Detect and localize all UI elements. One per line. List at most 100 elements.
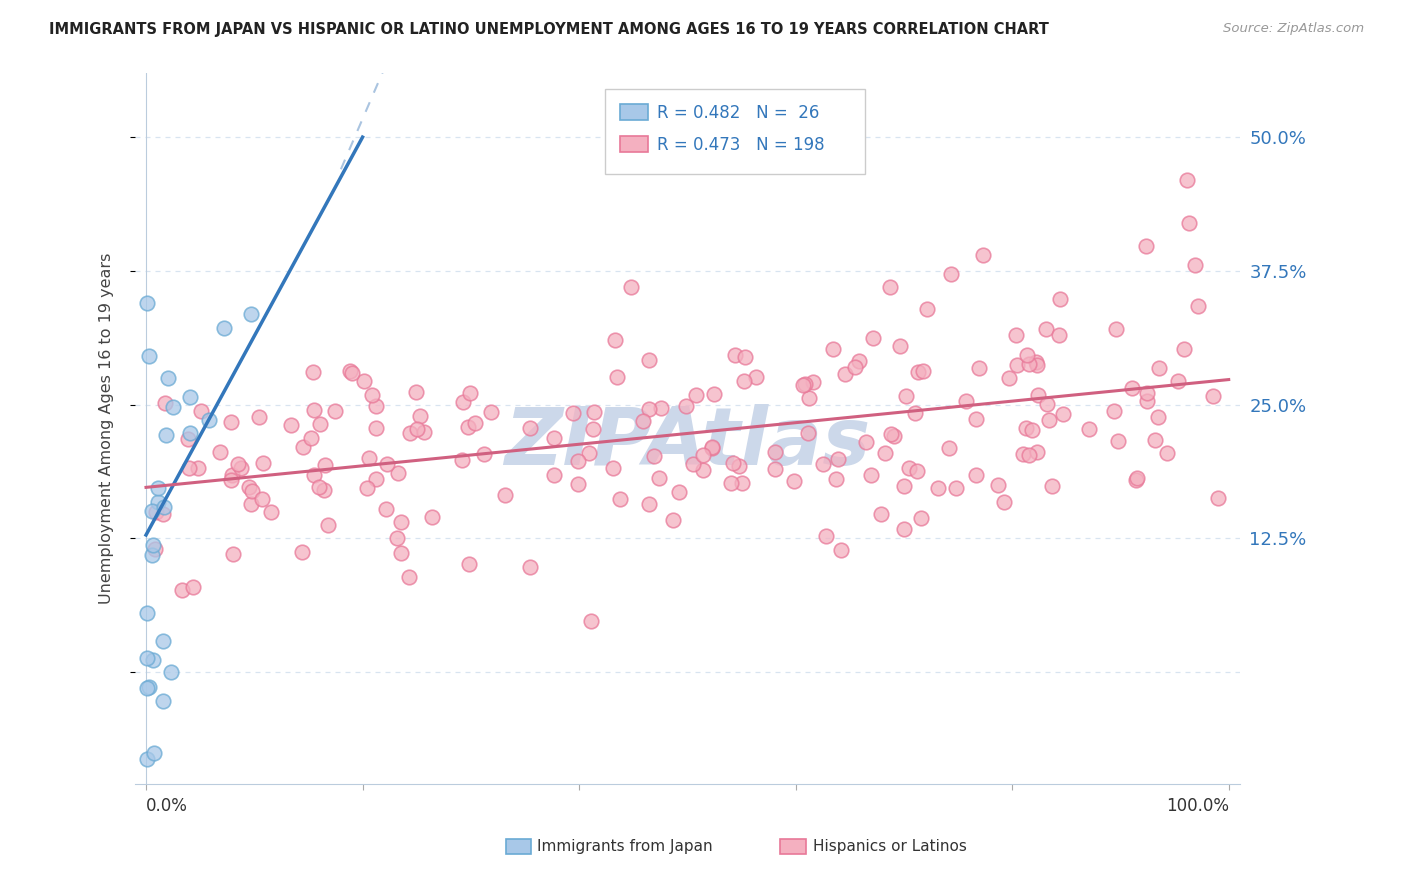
Point xyxy=(249,409,271,424)
Point xyxy=(146,495,169,509)
Point xyxy=(1035,321,1057,335)
Point xyxy=(955,394,977,409)
Point xyxy=(896,389,918,403)
Point xyxy=(179,390,201,404)
Point xyxy=(260,505,283,519)
Point xyxy=(464,416,486,430)
Point xyxy=(479,405,502,419)
Point xyxy=(412,425,434,440)
Point xyxy=(543,467,565,482)
Point xyxy=(1125,473,1147,487)
Point xyxy=(142,653,165,667)
Point xyxy=(1136,394,1159,409)
Point xyxy=(212,321,235,335)
Point xyxy=(170,583,193,598)
Point xyxy=(827,452,849,467)
Point xyxy=(1208,491,1230,505)
Point xyxy=(153,500,176,514)
Point xyxy=(239,497,262,511)
Point xyxy=(1147,360,1170,375)
Point xyxy=(562,406,585,420)
Point xyxy=(152,693,174,707)
Point xyxy=(668,484,690,499)
Point xyxy=(308,480,330,494)
Point xyxy=(280,417,302,432)
Point xyxy=(1005,359,1028,373)
Point xyxy=(389,545,412,559)
Point xyxy=(731,475,754,490)
Point xyxy=(292,440,315,454)
Point xyxy=(143,747,166,761)
Text: Immigrants from Japan: Immigrants from Japan xyxy=(537,839,713,854)
Point xyxy=(1184,259,1206,273)
Point xyxy=(136,752,159,766)
Point xyxy=(1175,173,1198,187)
Point xyxy=(578,445,600,459)
Point xyxy=(318,518,340,533)
Point xyxy=(972,248,994,262)
Point xyxy=(638,352,661,367)
Point xyxy=(700,441,723,455)
Point xyxy=(312,483,335,497)
Point xyxy=(187,460,209,475)
Point xyxy=(862,331,884,345)
Point xyxy=(1104,404,1126,418)
Point xyxy=(179,425,201,440)
Point xyxy=(387,467,409,481)
Point xyxy=(692,448,714,462)
Point xyxy=(911,364,934,378)
Point xyxy=(208,444,231,458)
Point xyxy=(190,404,212,418)
Point xyxy=(1178,216,1201,230)
Text: R = 0.473   N = 198: R = 0.473 N = 198 xyxy=(657,136,824,153)
Point xyxy=(339,364,361,378)
Point xyxy=(366,399,388,413)
Point xyxy=(375,502,398,516)
Point xyxy=(797,425,820,440)
Point xyxy=(143,541,166,556)
Point xyxy=(153,396,176,410)
Point xyxy=(965,467,987,482)
Point xyxy=(1126,471,1149,485)
Point xyxy=(1015,348,1038,362)
Point xyxy=(136,296,159,310)
Point xyxy=(1121,382,1143,396)
Y-axis label: Unemployment Among Ages 16 to 19 years: Unemployment Among Ages 16 to 19 years xyxy=(100,253,114,604)
Point xyxy=(409,409,432,423)
Point xyxy=(304,468,326,483)
Point xyxy=(1018,357,1040,371)
Text: R = 0.482   N =  26: R = 0.482 N = 26 xyxy=(657,104,818,122)
Point xyxy=(1147,409,1170,424)
Point xyxy=(825,472,848,486)
Point xyxy=(967,361,990,376)
Point xyxy=(897,461,920,475)
Point xyxy=(567,476,589,491)
Point xyxy=(250,492,273,507)
Point xyxy=(1144,434,1167,448)
Point xyxy=(145,505,167,519)
Point xyxy=(291,545,314,559)
Point xyxy=(458,557,481,571)
Point xyxy=(702,440,724,454)
Point xyxy=(219,473,242,487)
Point xyxy=(1105,322,1128,336)
Point xyxy=(240,307,263,321)
Point xyxy=(1077,422,1099,436)
Point xyxy=(1004,328,1026,343)
Text: ZIPAtlas: ZIPAtlas xyxy=(505,404,870,482)
Point xyxy=(1173,342,1195,356)
Point xyxy=(811,457,834,471)
Point xyxy=(356,481,378,495)
Point xyxy=(301,364,323,378)
Point xyxy=(398,570,420,584)
Point xyxy=(146,481,169,495)
Point xyxy=(219,415,242,429)
Point xyxy=(703,387,725,401)
Point xyxy=(1042,478,1064,492)
Point xyxy=(1025,355,1047,369)
Point xyxy=(451,453,474,467)
Point xyxy=(643,449,665,463)
Point xyxy=(855,434,877,449)
Point xyxy=(314,458,336,472)
Point xyxy=(301,431,323,445)
